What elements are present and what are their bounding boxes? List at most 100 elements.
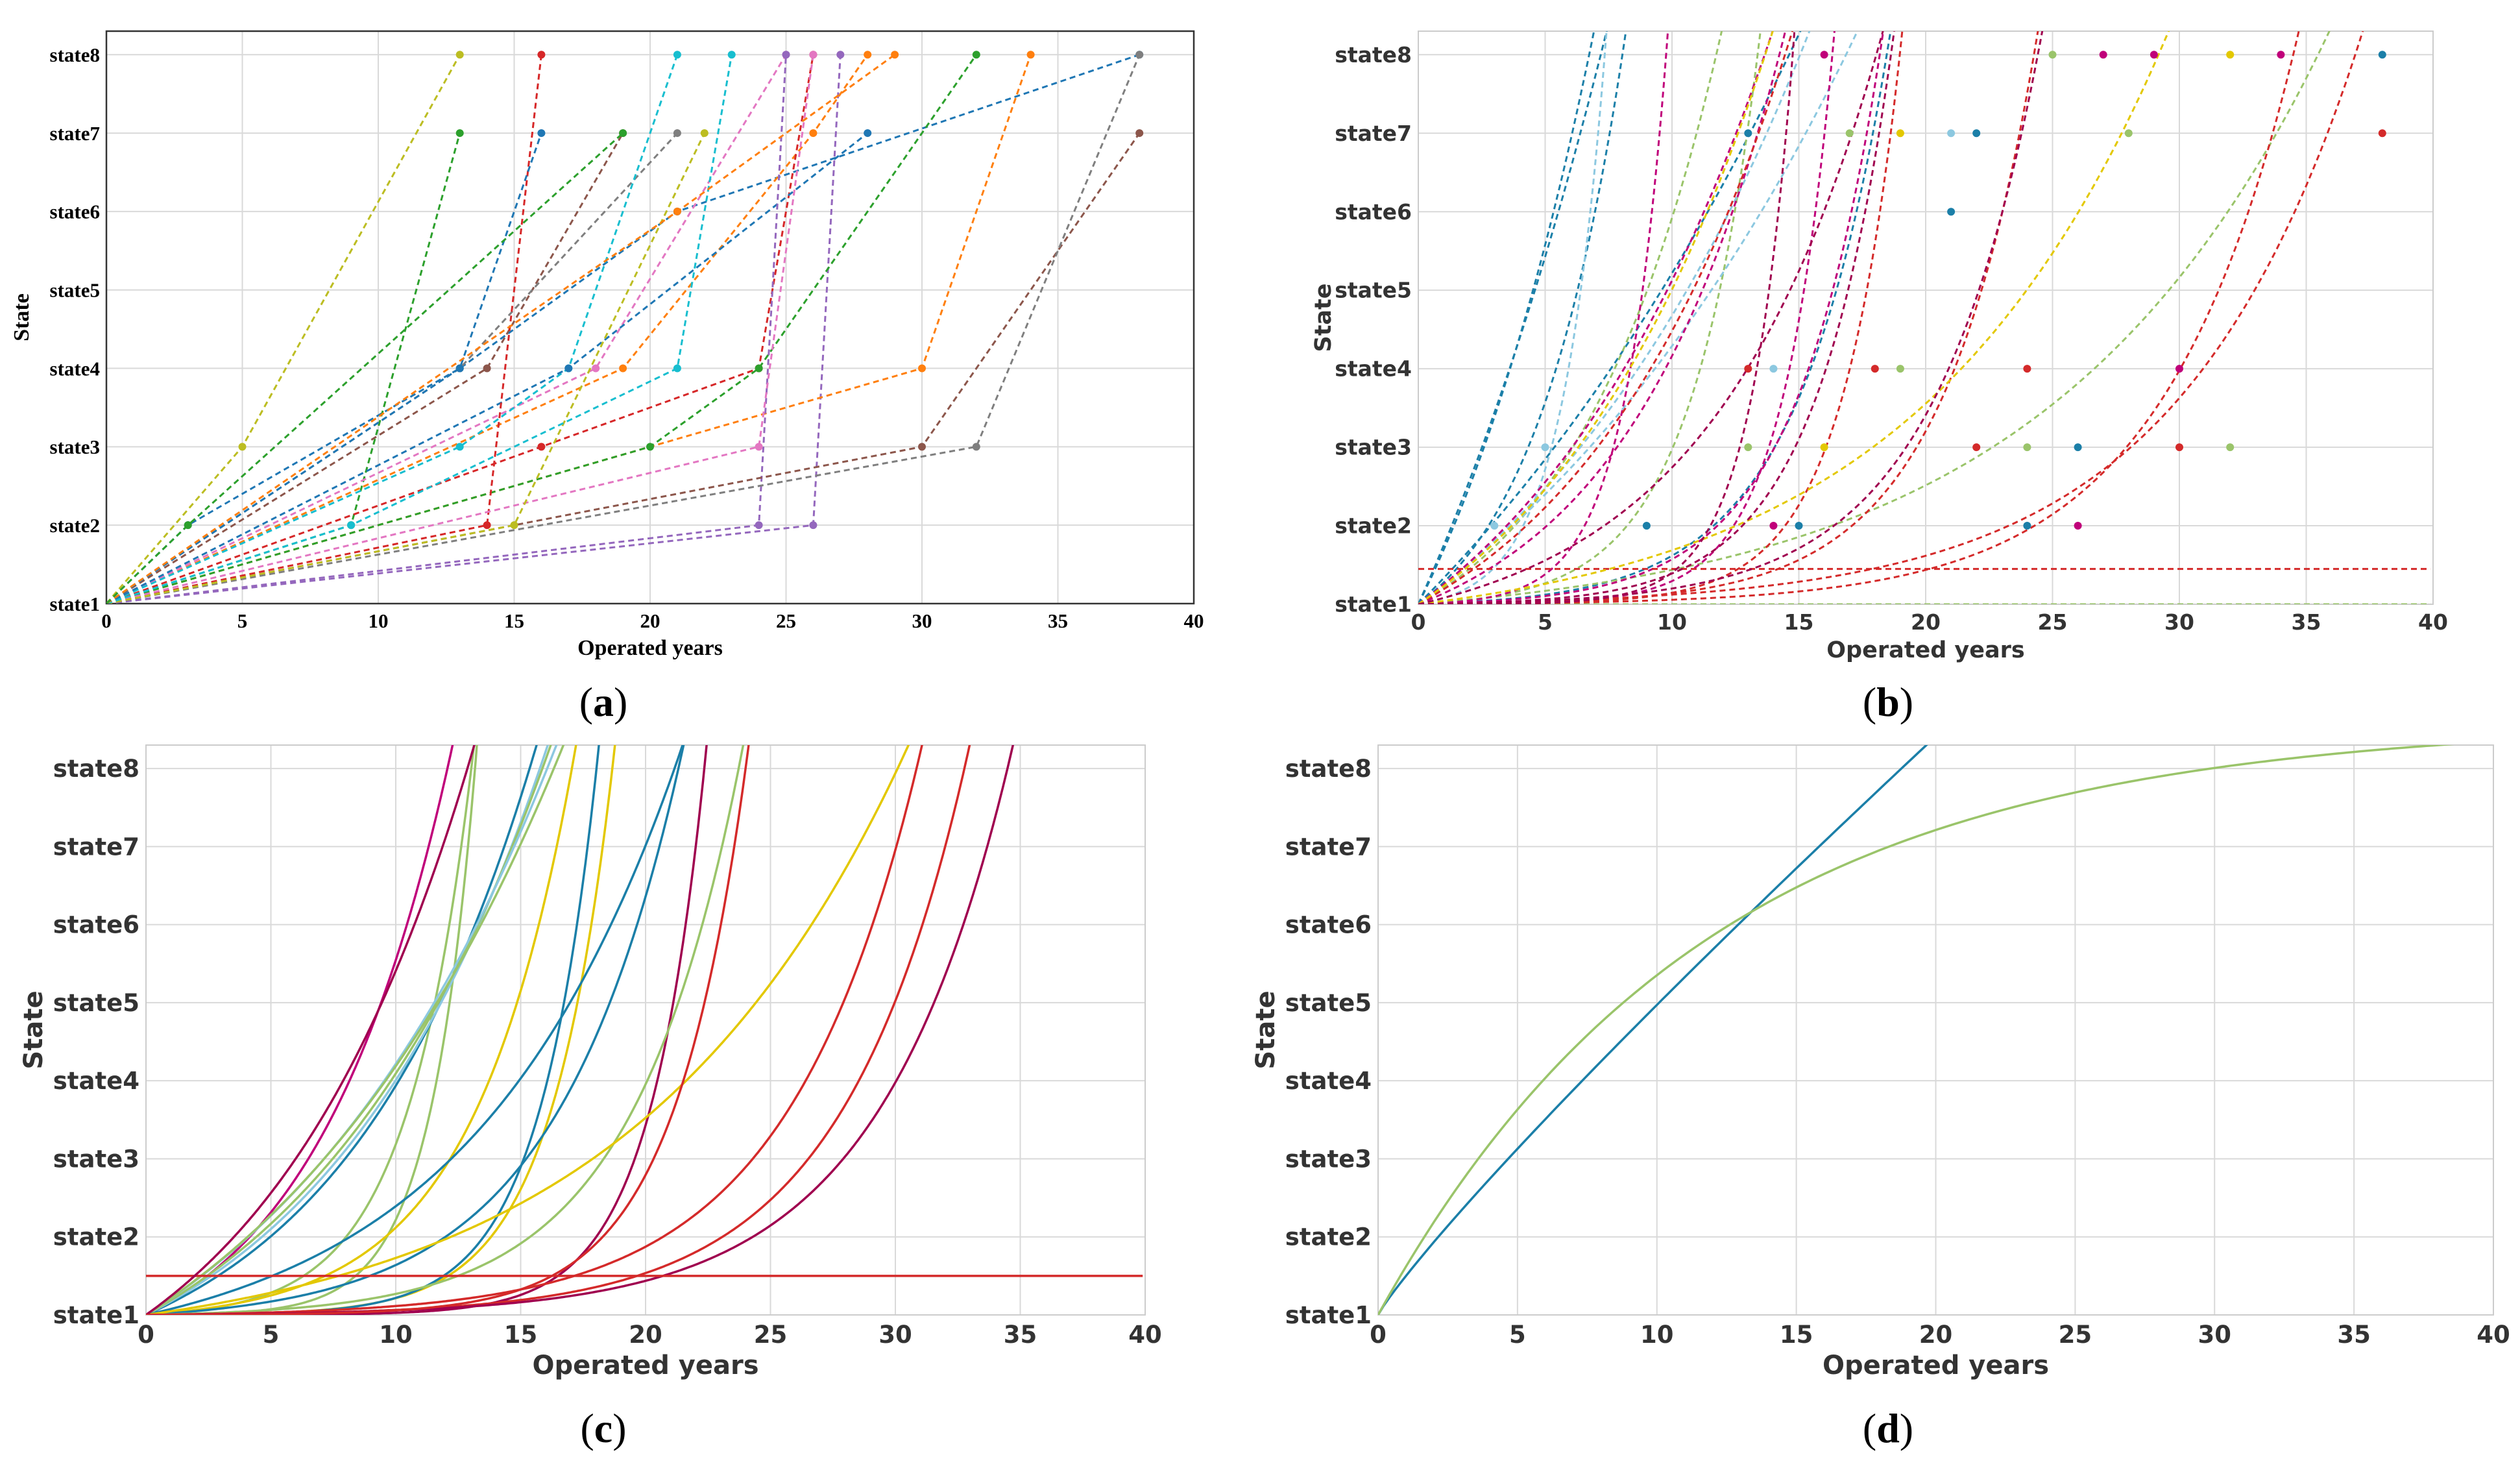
fitted-curve bbox=[1418, 31, 1802, 604]
data-point bbox=[809, 129, 818, 138]
data-point bbox=[2099, 51, 2107, 59]
x-tick-label: 30 bbox=[2198, 1321, 2232, 1349]
y-tick-label: state1 bbox=[53, 1301, 139, 1329]
data-point bbox=[673, 364, 681, 373]
x-tick-label: 35 bbox=[1048, 609, 1068, 632]
series-line bbox=[106, 55, 814, 604]
fitted-curve bbox=[1418, 31, 2331, 604]
data-point bbox=[673, 207, 681, 215]
panel-d-chart: 0 5 10 15 20 25 30 35 40 state1 state2 state3 state4… bbox=[1251, 744, 2510, 1380]
fitted-curve bbox=[1418, 31, 1608, 604]
data-point bbox=[646, 443, 654, 451]
y-tick-label: state6 bbox=[50, 201, 100, 223]
x-tick-label: 40 bbox=[1128, 1321, 1162, 1349]
y-tick-label: state6 bbox=[53, 911, 139, 939]
fitted-curve bbox=[146, 745, 708, 1315]
data-point bbox=[1820, 443, 1828, 452]
x-tick-label: 20 bbox=[640, 609, 660, 632]
data-point bbox=[619, 364, 627, 373]
fitted-curve bbox=[1418, 31, 1895, 604]
fitted-curve bbox=[146, 745, 750, 1315]
series-line bbox=[106, 54, 869, 604]
series-line bbox=[106, 55, 787, 604]
data-point bbox=[809, 521, 818, 530]
data-point bbox=[1845, 129, 1854, 138]
fitted-curve bbox=[1418, 31, 1885, 604]
data-point bbox=[2277, 51, 2285, 59]
x-tick-label: 10 bbox=[379, 1321, 413, 1349]
fitted-curve bbox=[146, 745, 685, 1315]
panel-b-label: (b) bbox=[1863, 679, 1913, 725]
fitted-curve bbox=[146, 745, 476, 1315]
y-tick-label: state1 bbox=[50, 593, 100, 615]
y-axis-label: State bbox=[1251, 990, 1281, 1069]
y-tick-label: state8 bbox=[53, 755, 139, 783]
data-point bbox=[537, 443, 546, 451]
y-axis-label: State bbox=[1311, 283, 1337, 352]
x-tick-label: 35 bbox=[1004, 1321, 1037, 1349]
y-tick-label: state7 bbox=[50, 122, 100, 145]
data-point bbox=[755, 443, 763, 451]
data-point bbox=[1871, 365, 1879, 373]
panel-d-label: (d) bbox=[1863, 1405, 1913, 1451]
data-point bbox=[1541, 443, 1549, 452]
data-point bbox=[347, 521, 356, 530]
data-point bbox=[455, 443, 464, 451]
series-line bbox=[106, 54, 814, 604]
data-point bbox=[673, 51, 681, 59]
fitted-curve bbox=[1418, 31, 1774, 604]
fitted-curve bbox=[1418, 31, 2170, 604]
data-point bbox=[564, 364, 573, 373]
x-tick-label: 15 bbox=[1780, 1321, 1813, 1349]
x-tick-label: 25 bbox=[2038, 609, 2068, 635]
data-point bbox=[184, 521, 192, 530]
data-point bbox=[2023, 365, 2031, 373]
series-line bbox=[106, 132, 542, 604]
y-tick-label: state3 bbox=[1335, 435, 1412, 460]
plot-area bbox=[1418, 31, 2431, 604]
x-tick-label: 10 bbox=[1640, 1321, 1674, 1349]
series-line bbox=[106, 54, 787, 604]
panel-b-chart: 0 5 10 15 20 25 30 35 40 state1 state2 state3 state4… bbox=[1311, 31, 2448, 663]
data-point bbox=[2175, 365, 2183, 373]
data-point bbox=[755, 521, 763, 530]
y-tick-label: state1 bbox=[1285, 1301, 1372, 1329]
x-tick-label: 15 bbox=[504, 1321, 538, 1349]
green-curve bbox=[1378, 745, 2455, 1315]
x-axis-label: Operated years bbox=[532, 1351, 758, 1380]
fitted-curve bbox=[1418, 31, 1608, 604]
x-tick-label: 25 bbox=[776, 609, 796, 632]
fitted-curve bbox=[146, 745, 910, 1315]
x-tick-label: 40 bbox=[1184, 609, 1204, 632]
x-tick-label: 15 bbox=[1784, 609, 1814, 635]
blue-curve bbox=[1378, 745, 1928, 1315]
x-axis-label: Operated years bbox=[1823, 1351, 2049, 1380]
x-tick-label: 0 bbox=[101, 609, 112, 632]
data-point bbox=[1490, 522, 1499, 530]
fitted-curve bbox=[1418, 31, 1774, 604]
data-point bbox=[782, 51, 790, 59]
data-point bbox=[483, 364, 491, 373]
x-tick-label: 5 bbox=[1538, 609, 1553, 635]
plot-frame bbox=[1377, 744, 2494, 1316]
y-tick-label: state4 bbox=[1335, 356, 1412, 382]
x-tick-label: 35 bbox=[2337, 1321, 2371, 1349]
data-point bbox=[1744, 443, 1752, 452]
data-point bbox=[2023, 522, 2031, 530]
data-point bbox=[619, 129, 627, 138]
x-tick-label: 5 bbox=[237, 609, 248, 632]
data-point bbox=[2378, 129, 2386, 138]
data-point bbox=[700, 129, 709, 138]
data-point bbox=[1795, 522, 1803, 530]
fitted-curve bbox=[146, 745, 565, 1315]
data-point bbox=[1896, 365, 1904, 373]
data-point bbox=[2175, 443, 2183, 452]
data-point bbox=[1026, 51, 1035, 59]
data-point bbox=[455, 129, 464, 138]
fitted-curve bbox=[146, 745, 558, 1315]
x-tick-label: 10 bbox=[369, 609, 389, 632]
fitted-curve bbox=[1418, 31, 1835, 604]
data-point bbox=[510, 521, 518, 530]
y-tick-label: state5 bbox=[1335, 278, 1412, 303]
data-point bbox=[755, 364, 763, 373]
